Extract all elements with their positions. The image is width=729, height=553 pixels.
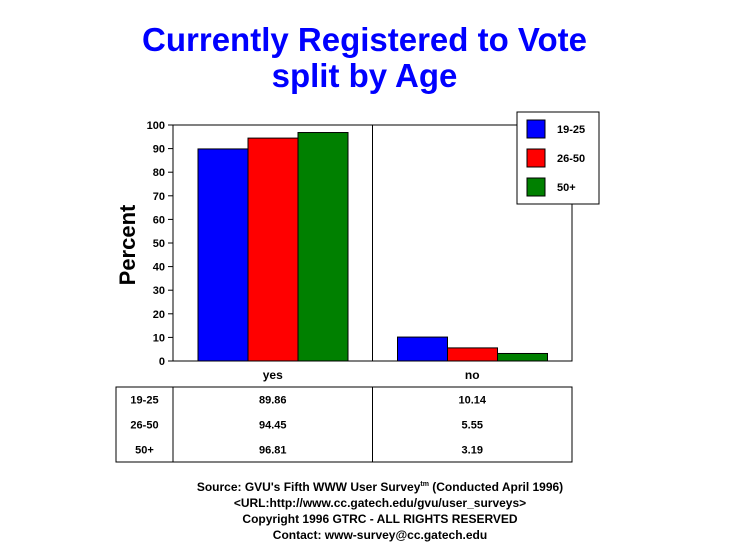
x-category-label: no — [465, 368, 480, 382]
bar-26-50-no — [447, 347, 498, 362]
table-frame — [115, 386, 573, 463]
legend: 19-25 26-50 50+ — [516, 111, 600, 205]
y-tick-label: 10 — [153, 332, 165, 344]
y-tick-label: 60 — [153, 214, 165, 226]
table-cell: 5.55 — [462, 420, 483, 432]
contact-email: Contact: www-survey@cc.gatech.edu — [272, 528, 488, 542]
source-line: Source: GVU's Fifth WWW User Surveytm (C… — [180, 477, 580, 495]
table-row-header: 50+ — [135, 445, 154, 457]
copyright-notice: Copyright 1996 GTRC - ALL RIGHTS RESERVE… — [242, 512, 518, 526]
chart-title-line-2: split by Age — [271, 57, 458, 94]
legend-swatch-50+ — [526, 177, 546, 197]
y-tick-label: 90 — [153, 144, 165, 156]
source-footer: Source: GVU's Fifth WWW User Surveytm (C… — [180, 477, 580, 543]
y-tick-label: 40 — [153, 262, 165, 274]
bar-19-25-no — [397, 336, 448, 362]
y-tick-label: 70 — [153, 191, 165, 203]
table-cell: 10.14 — [458, 395, 486, 407]
plot-area: 0 10 20 30 40 50 60 70 80 90 100 yes no — [147, 120, 573, 382]
bar-50+-yes — [297, 132, 349, 362]
source-text: Source: GVU's Fifth WWW User Survey — [196, 480, 421, 494]
bar-50+-no — [497, 352, 548, 362]
y-tick-label: 0 — [159, 356, 165, 368]
table-row-header: 19-25 — [130, 395, 158, 407]
legend-swatch-19-25 — [526, 119, 546, 139]
y-tick-label: 100 — [147, 120, 165, 132]
survey-date: (Conducted April 1996) — [428, 480, 564, 494]
bar-19-25-yes — [197, 148, 249, 362]
data-table: 19-25 89.86 10.14 26-50 94.45 5.55 50+ 96.81 3.1… — [115, 386, 573, 463]
chart-title-line-1: Currently Registered to Vote — [142, 21, 587, 58]
x-category-label: yes — [263, 368, 283, 382]
source-url: <URL:http://www.cc.gatech.edu/gvu/user_s… — [233, 496, 527, 510]
table-cell: 3.19 — [462, 445, 483, 457]
bar-26-50-yes — [247, 137, 299, 362]
y-tick-label: 20 — [153, 309, 165, 321]
legend-label: 50+ — [557, 182, 576, 194]
chart-title: Currently Registered to Vote split by Ag… — [0, 22, 729, 94]
y-tick-label: 50 — [153, 238, 165, 250]
legend-label: 26-50 — [557, 153, 585, 165]
table-cell: 94.45 — [259, 420, 287, 432]
trademark-mark: tm — [420, 481, 429, 488]
y-tick-label: 80 — [153, 167, 165, 179]
table-cell: 89.86 — [259, 395, 287, 407]
table-cell: 96.81 — [259, 445, 287, 457]
y-axis-label: Percent — [115, 204, 140, 285]
table-row-header: 26-50 — [130, 420, 158, 432]
legend-label: 19-25 — [557, 124, 585, 136]
y-tick-label: 30 — [153, 285, 165, 297]
legend-swatch-26-50 — [526, 148, 546, 168]
